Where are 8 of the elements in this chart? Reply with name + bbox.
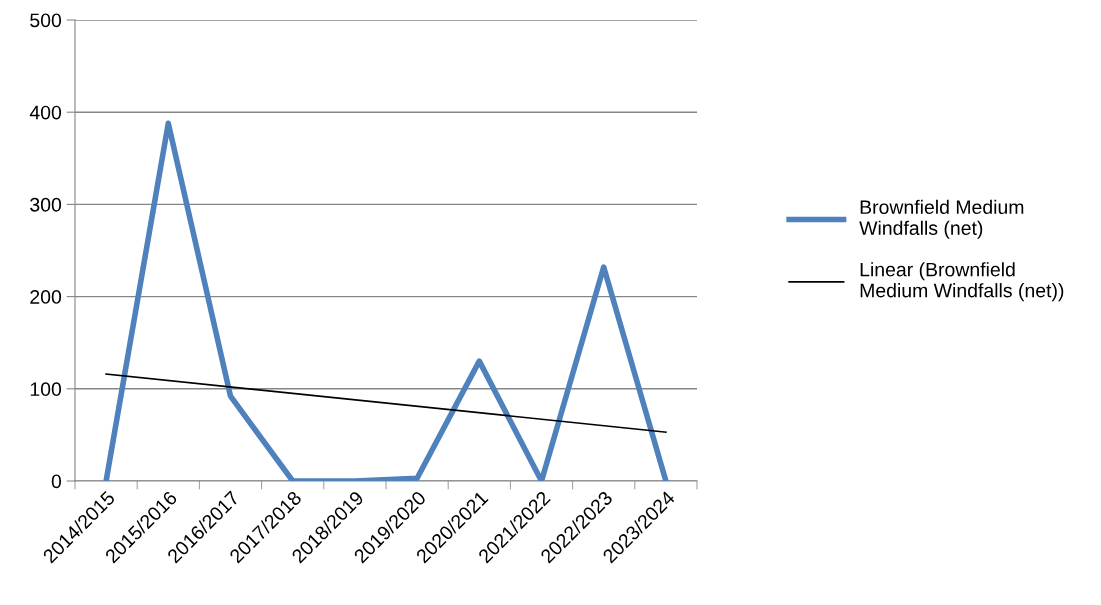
y-tick-label: 200 xyxy=(30,290,62,304)
y-tick-label: 300 xyxy=(30,197,62,212)
legend-label: Linear (Brownfield Medium Windfalls (net)) xyxy=(860,262,1064,302)
y-tick-label: 0 xyxy=(51,474,62,489)
y-tick-label: 400 xyxy=(29,105,62,120)
y-tick-label: 500 xyxy=(30,13,62,28)
legend-label: Brownfield Medium Windfalls (net) xyxy=(859,199,1024,239)
y-tick-label: 100 xyxy=(30,382,62,397)
